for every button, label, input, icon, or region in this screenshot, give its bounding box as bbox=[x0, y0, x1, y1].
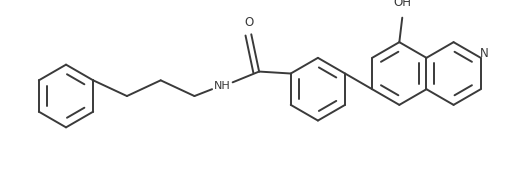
Text: NH: NH bbox=[214, 81, 230, 91]
Text: O: O bbox=[245, 17, 254, 29]
Text: OH: OH bbox=[393, 0, 411, 9]
Text: N: N bbox=[480, 47, 489, 60]
